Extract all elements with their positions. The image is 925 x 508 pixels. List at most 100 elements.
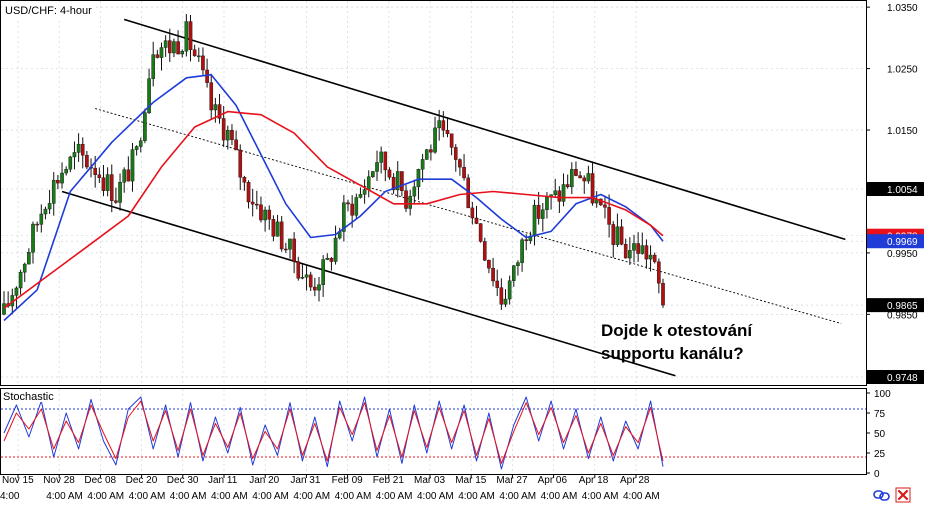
time-hour-label: 4:00 AM xyxy=(129,491,166,502)
bull-candle xyxy=(180,50,185,55)
price-tick-label: 0.9850 xyxy=(887,310,918,321)
bear-candle xyxy=(441,120,446,131)
bear-candle xyxy=(482,241,487,261)
bear-candle xyxy=(201,55,205,71)
channel-upper-line xyxy=(123,18,846,241)
bull-candle xyxy=(503,298,508,305)
bull-candle xyxy=(22,263,27,273)
bear-candle xyxy=(590,173,595,204)
bull-candle xyxy=(263,209,267,221)
stochastic-tick-label: 100 xyxy=(874,389,891,400)
price-marker-box xyxy=(867,182,924,197)
bear-candle xyxy=(474,217,479,224)
bear-candle xyxy=(387,169,392,178)
time-date-label: Dec 20 xyxy=(126,475,158,486)
bull-candle xyxy=(300,277,305,279)
bear-candle xyxy=(217,104,222,119)
bull-candle xyxy=(354,197,359,216)
bull-candle xyxy=(60,172,64,184)
time-hour-label: 4:00 AM xyxy=(376,491,413,502)
main-plot-frame xyxy=(0,0,867,386)
bear-candle xyxy=(462,166,466,179)
stochastic-tick-label: 0 xyxy=(874,469,880,480)
bear-candle xyxy=(574,169,578,176)
bear-candle xyxy=(487,260,491,269)
bull-candle xyxy=(375,162,379,172)
bear-candle xyxy=(242,177,247,183)
bear-candle xyxy=(652,254,657,263)
time-axis: Nov 15 Nov 28 Dec 08 Dec 20 Dec 30 Jan 11 Jan … xyxy=(0,474,660,502)
moving-averages xyxy=(3,73,664,322)
bull-candle xyxy=(366,176,371,190)
bull-candle xyxy=(213,104,218,111)
bear-candle xyxy=(445,130,450,134)
price-marker-label: 0.9969 xyxy=(887,237,918,248)
time-date-label: Mar 27 xyxy=(496,475,528,486)
bear-candle xyxy=(404,190,408,209)
bear-candle xyxy=(126,169,131,182)
bull-candle xyxy=(105,174,110,191)
time-hour-label: 4:00 AM xyxy=(211,491,248,502)
bear-candle xyxy=(578,175,582,179)
price-tick-label: 1.0250 xyxy=(887,65,918,76)
time-date-label: Feb 09 xyxy=(332,475,364,486)
time-hour-label: 4:00 AM xyxy=(541,491,578,502)
stochastic-label: Stochastic xyxy=(3,391,54,403)
bear-candle xyxy=(661,283,665,306)
bull-candle xyxy=(333,237,338,262)
time-date-label: Jan 11 xyxy=(208,475,238,486)
price-tick-label: 1.0350 xyxy=(887,3,918,14)
bear-candle xyxy=(259,204,263,221)
bull-candle xyxy=(545,197,549,210)
bull-candle xyxy=(628,250,632,259)
price-axis: 1.03501.02501.01501.00540.99780.99690.99… xyxy=(866,3,924,385)
bull-candle xyxy=(304,274,309,278)
price-marker-box xyxy=(867,234,924,249)
bear-candle xyxy=(109,174,114,201)
fast-moving-average-line xyxy=(3,73,664,322)
time-date-label: Nov 15 xyxy=(2,475,34,486)
bull-candle xyxy=(412,186,417,197)
bull-candle xyxy=(118,182,122,203)
bear-candle xyxy=(557,190,562,202)
bull-candle xyxy=(226,130,230,141)
bull-candle xyxy=(420,159,425,170)
bull-candle xyxy=(196,55,201,58)
bull-candle xyxy=(72,152,77,158)
price-marker-label: 0.9865 xyxy=(887,301,918,312)
time-hour-label: 4:00 AM xyxy=(417,491,454,502)
time-hour-label: 4:00 AM xyxy=(623,491,660,502)
bear-candle xyxy=(209,82,214,111)
bear-candle xyxy=(238,149,243,178)
time-date-label: Apr 28 xyxy=(620,475,650,486)
time-hour-label: 4:00 AM xyxy=(458,491,495,502)
slow-moving-average-line xyxy=(3,110,664,309)
close-icon[interactable] xyxy=(895,487,911,503)
bear-candle xyxy=(155,54,160,58)
channel-lines xyxy=(61,18,846,377)
bear-candle xyxy=(188,21,193,51)
bull-candle xyxy=(317,284,321,291)
bull-candle xyxy=(615,226,620,245)
bear-candle xyxy=(458,159,462,168)
bull-candle xyxy=(516,262,520,266)
time-date-label: Dec 08 xyxy=(84,475,116,486)
bull-candle xyxy=(18,271,23,289)
bear-candle xyxy=(391,176,396,191)
bull-candle xyxy=(561,184,566,202)
bear-candle xyxy=(221,118,226,141)
bull-candle xyxy=(31,223,35,253)
bear-candle xyxy=(292,238,296,262)
bear-candle xyxy=(524,239,529,241)
bear-candle xyxy=(607,207,611,225)
bear-candle xyxy=(470,207,475,219)
bull-candle xyxy=(184,21,189,52)
bear-candle xyxy=(499,287,504,305)
bear-candle xyxy=(271,219,276,237)
chart-link-icon[interactable] xyxy=(873,490,890,501)
time-date-label: Mar 03 xyxy=(414,475,446,486)
bear-candle xyxy=(657,261,661,284)
price-marker-box xyxy=(867,370,924,385)
bear-candle xyxy=(329,258,334,262)
bear-candle xyxy=(230,130,234,140)
